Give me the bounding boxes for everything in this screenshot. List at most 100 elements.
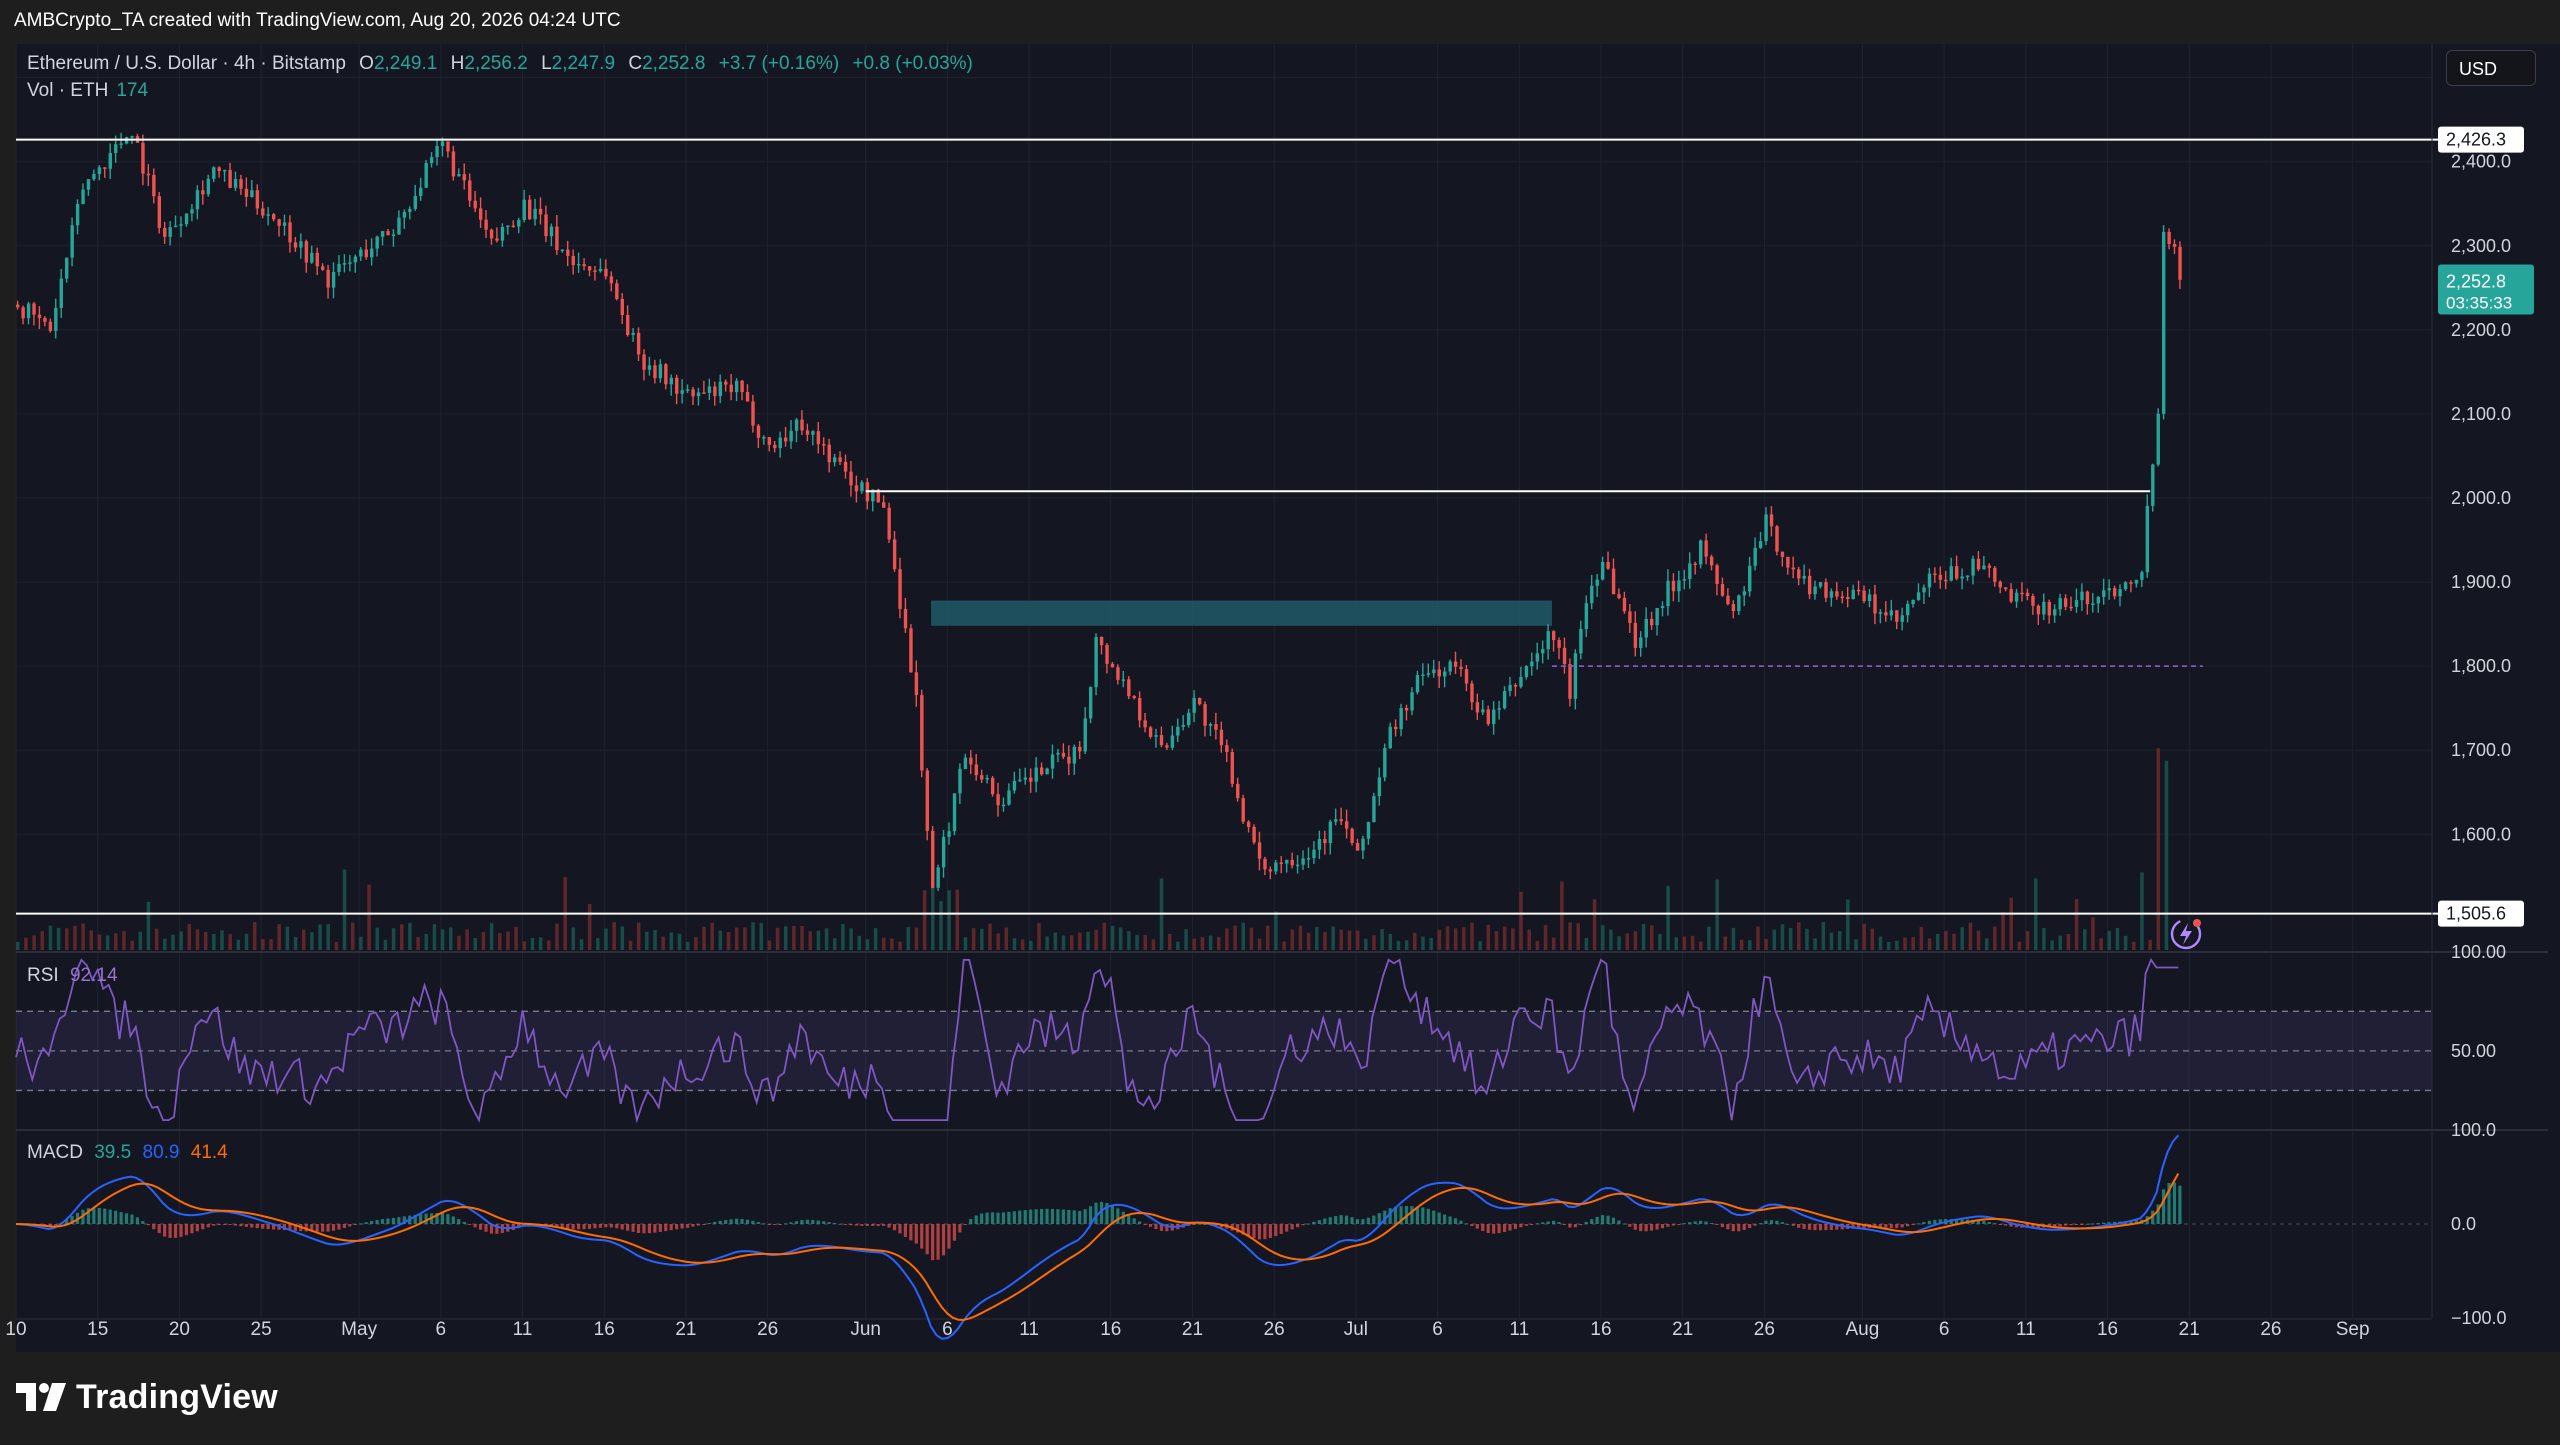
volume-bar [2115, 927, 2120, 950]
macd-histogram-bar [2009, 1224, 2013, 1227]
supply-zone-box[interactable] [931, 600, 1552, 626]
live-lightning-icon[interactable] [2166, 914, 2206, 952]
candle-body [647, 365, 652, 370]
macd-histogram-bar [457, 1219, 461, 1224]
candle-body [1148, 727, 1153, 737]
macd-histogram-bar [1241, 1224, 1245, 1235]
volume-bar [767, 940, 772, 950]
candle-body [408, 209, 412, 212]
candle-body [560, 249, 565, 252]
macd-histogram-bar [1916, 1223, 1921, 1225]
macd-histogram-bar [1660, 1224, 1665, 1229]
candle-body [1758, 541, 1763, 548]
candle-body [1688, 563, 1692, 580]
current-price-label-box[interactable] [2438, 264, 2534, 315]
volume-bar [310, 932, 314, 950]
candle-body [707, 386, 712, 393]
candle-body [1797, 569, 1801, 579]
macd-histogram-bar [65, 1219, 69, 1224]
volume-bar [2009, 897, 2013, 950]
candle-body [1987, 565, 1992, 568]
candle-body [1029, 777, 1033, 782]
candle-body [1197, 697, 1202, 705]
volume-label[interactable]: Vol · ETH [27, 80, 109, 101]
macd-histogram-bar [255, 1224, 259, 1229]
volume-bar [710, 922, 714, 950]
candle-body [920, 695, 924, 771]
open-value: 2,249.1 [373, 53, 438, 74]
macd-legend[interactable]: MACD 39.5 80.9 41.4 [27, 1142, 228, 1164]
candle-body [310, 252, 314, 263]
volume-bar [2042, 928, 2046, 950]
macd-histogram-bar [729, 1219, 733, 1224]
candle-body [1764, 514, 1768, 542]
candle-body [1878, 612, 1883, 614]
candle-body [1116, 667, 1120, 680]
date-tick-label: 15 [87, 1319, 108, 1340]
candle-body [1236, 783, 1240, 799]
candle-body [783, 437, 788, 442]
volume-bar [318, 924, 322, 950]
candle-body [489, 229, 494, 239]
volume-bar [1633, 931, 1638, 950]
candle-body [604, 268, 608, 277]
candle-body [1873, 594, 1877, 614]
macd-histogram-bar [342, 1224, 346, 1229]
macd-histogram-bar [1192, 1224, 1196, 1225]
macd-histogram-bar [1143, 1224, 1147, 1225]
candle-body [1285, 859, 1289, 864]
candle-body [1034, 767, 1038, 782]
candle-body [21, 307, 25, 319]
macd-histogram-bar [1279, 1224, 1283, 1234]
volume-bar [342, 869, 347, 950]
candle-body [2118, 589, 2122, 597]
macd-histogram-bar [473, 1224, 477, 1228]
candle-body [1099, 637, 1104, 646]
macd-histogram-bar [1159, 1224, 1163, 1231]
macd-histogram-bar [609, 1224, 613, 1228]
symbol-title[interactable]: Ethereum / U.S. Dollar · 4h · Bitstamp [27, 53, 346, 74]
macd-histogram-bar [1535, 1223, 1539, 1225]
macd-histogram-bar [636, 1224, 641, 1233]
candle-body [70, 225, 74, 258]
candle-body [1590, 585, 1594, 604]
macd-histogram-bar [1056, 1209, 1060, 1224]
price-level-label-box[interactable] [2438, 126, 2524, 153]
candle-body [1726, 595, 1730, 605]
macd-histogram-bar [587, 1224, 592, 1229]
date-tick-label: 21 [675, 1319, 696, 1340]
candle-body [1704, 540, 1708, 557]
macd-histogram-bar [1492, 1224, 1496, 1234]
candle-body [75, 204, 80, 226]
candle-body [1050, 754, 1055, 769]
candle-body [544, 214, 548, 237]
macd-histogram-bar [1639, 1224, 1643, 1232]
volume-bar [685, 941, 690, 950]
volume-bar [252, 922, 257, 950]
macd-histogram-bar [250, 1224, 254, 1228]
tradingview-logo-text: TradingView [76, 1377, 278, 1416]
close-value: 2,252.8 [642, 53, 706, 74]
tradingview-logo[interactable]: TradingView [16, 1375, 278, 1419]
candle-body [1846, 596, 1850, 600]
macd-histogram-bar [707, 1222, 711, 1224]
rsi-legend[interactable]: RSI 92.14 [27, 965, 118, 987]
volume-bar [1421, 936, 1425, 950]
price-level-label-box[interactable] [2438, 900, 2524, 927]
macd-histogram-bar [980, 1213, 984, 1224]
candle-body [1312, 849, 1316, 859]
candle-body [1982, 565, 1986, 570]
candle-body [1813, 586, 1817, 595]
macd-histogram-bar [222, 1224, 227, 1225]
currency-button[interactable]: USD [2446, 50, 2536, 86]
macd-histogram-bar [2129, 1220, 2133, 1224]
macd-histogram-bar [1911, 1224, 1915, 1225]
volume-bar [187, 923, 192, 950]
macd-histogram-bar [1829, 1224, 1833, 1230]
macd-histogram-value: 39.5 [94, 1142, 132, 1163]
macd-histogram-bar [440, 1212, 445, 1224]
candle-body [26, 303, 31, 319]
candle-body [1742, 591, 1746, 596]
volume-value: 174 [116, 80, 149, 101]
